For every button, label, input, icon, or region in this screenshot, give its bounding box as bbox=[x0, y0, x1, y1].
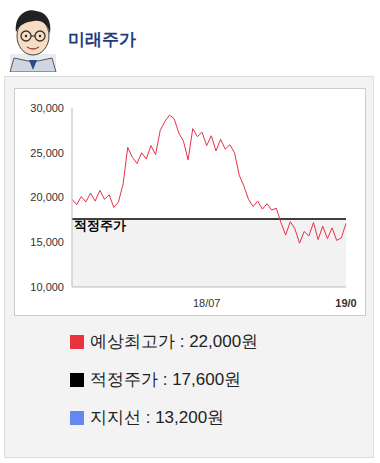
svg-text:10,000: 10,000 bbox=[30, 281, 64, 293]
html-text:지지선 : 13,200원: 지지선 : 13,200원 bbox=[90, 408, 225, 427]
html-text:예상최고가 : 22,000원: 예상최고가 : 22,000원 bbox=[90, 332, 259, 351]
svg-text:30,000: 30,000 bbox=[30, 102, 64, 114]
html-text:미래주가: 미래주가 bbox=[68, 30, 136, 49]
svg-text:18/07: 18/07 bbox=[193, 297, 221, 309]
svg-text:25,000: 25,000 bbox=[30, 147, 64, 159]
svg-text:20,000: 20,000 bbox=[30, 191, 64, 203]
html-text:적정주가 : 17,600원: 적정주가 : 17,600원 bbox=[90, 370, 242, 389]
svg-text:적정주가: 적정주가 bbox=[74, 218, 126, 233]
svg-text:19/0: 19/0 bbox=[335, 297, 356, 309]
svg-text:15,000: 15,000 bbox=[30, 236, 64, 248]
